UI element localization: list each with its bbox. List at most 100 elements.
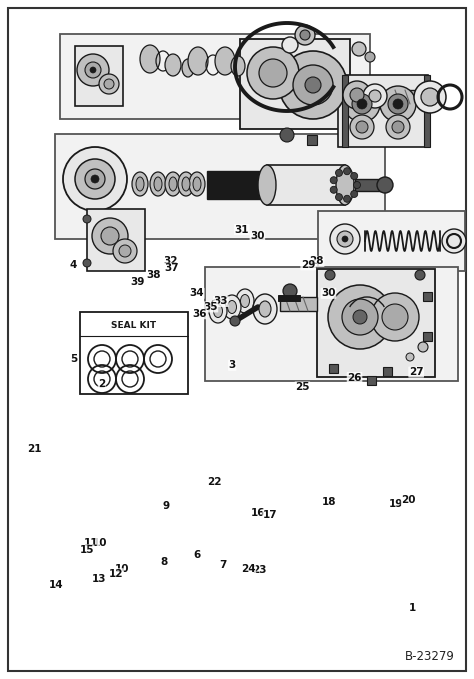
Text: B-23279: B-23279 xyxy=(405,650,455,663)
Circle shape xyxy=(393,99,403,109)
Ellipse shape xyxy=(165,172,181,196)
Text: 35: 35 xyxy=(203,302,218,312)
Ellipse shape xyxy=(150,172,166,196)
Ellipse shape xyxy=(136,177,144,191)
Circle shape xyxy=(421,88,439,106)
Text: 10: 10 xyxy=(115,564,129,574)
Polygon shape xyxy=(55,134,385,239)
Ellipse shape xyxy=(154,177,162,191)
Circle shape xyxy=(350,88,364,102)
Circle shape xyxy=(99,74,119,94)
Text: 30: 30 xyxy=(250,232,264,241)
Circle shape xyxy=(92,218,128,254)
Bar xyxy=(207,171,267,199)
Text: 1: 1 xyxy=(409,603,416,612)
Circle shape xyxy=(371,293,419,341)
Circle shape xyxy=(259,59,287,87)
Text: 15: 15 xyxy=(80,545,94,555)
Ellipse shape xyxy=(165,54,181,76)
Circle shape xyxy=(119,245,131,257)
Circle shape xyxy=(342,236,348,242)
Circle shape xyxy=(369,90,381,102)
Bar xyxy=(383,367,392,376)
Circle shape xyxy=(350,115,374,139)
Bar xyxy=(278,295,300,301)
Ellipse shape xyxy=(182,59,194,77)
Circle shape xyxy=(330,186,337,194)
Circle shape xyxy=(336,169,343,177)
Text: 36: 36 xyxy=(192,309,206,318)
Text: 9: 9 xyxy=(162,501,170,511)
Polygon shape xyxy=(318,211,465,271)
Ellipse shape xyxy=(132,172,148,196)
Text: 3: 3 xyxy=(228,361,236,370)
Text: 30: 30 xyxy=(321,289,336,298)
Text: 25: 25 xyxy=(295,382,310,392)
Text: 34: 34 xyxy=(190,289,204,298)
Ellipse shape xyxy=(253,294,277,324)
Circle shape xyxy=(354,181,361,189)
Text: 14: 14 xyxy=(49,581,63,590)
Text: SEAL KIT: SEAL KIT xyxy=(111,321,156,331)
Ellipse shape xyxy=(178,172,194,196)
Ellipse shape xyxy=(223,295,241,319)
Circle shape xyxy=(377,177,393,193)
Bar xyxy=(267,165,345,205)
Circle shape xyxy=(101,227,119,245)
Text: 28: 28 xyxy=(310,257,324,266)
Text: 32: 32 xyxy=(164,257,178,266)
Ellipse shape xyxy=(240,295,249,308)
Text: 8: 8 xyxy=(160,557,167,567)
Bar xyxy=(280,297,317,311)
Circle shape xyxy=(351,191,358,198)
Circle shape xyxy=(357,99,367,109)
Circle shape xyxy=(305,77,321,93)
Bar xyxy=(329,364,338,373)
Ellipse shape xyxy=(209,299,227,323)
Text: 20: 20 xyxy=(401,495,416,504)
Bar xyxy=(317,269,435,377)
Circle shape xyxy=(293,65,333,105)
Ellipse shape xyxy=(258,165,276,205)
Circle shape xyxy=(415,270,425,280)
Circle shape xyxy=(365,52,375,62)
Ellipse shape xyxy=(213,304,222,318)
Circle shape xyxy=(83,215,91,223)
Circle shape xyxy=(337,231,353,247)
Bar xyxy=(307,135,317,145)
Text: 11: 11 xyxy=(84,538,99,548)
Text: 10: 10 xyxy=(93,538,108,548)
Circle shape xyxy=(382,304,408,330)
Text: 33: 33 xyxy=(214,297,228,306)
Bar xyxy=(75,46,123,106)
Circle shape xyxy=(325,270,335,280)
Circle shape xyxy=(104,79,114,89)
Ellipse shape xyxy=(189,172,205,196)
Bar xyxy=(423,292,432,301)
Text: 23: 23 xyxy=(253,566,267,575)
Text: 29: 29 xyxy=(301,260,315,270)
Circle shape xyxy=(279,51,347,119)
Text: 31: 31 xyxy=(235,225,249,234)
Bar xyxy=(355,179,385,191)
Circle shape xyxy=(344,168,351,175)
Circle shape xyxy=(91,175,99,183)
Circle shape xyxy=(85,169,105,189)
Ellipse shape xyxy=(231,56,245,76)
Ellipse shape xyxy=(228,301,237,314)
Circle shape xyxy=(63,147,127,211)
Circle shape xyxy=(363,84,387,108)
Ellipse shape xyxy=(236,289,254,313)
Circle shape xyxy=(330,224,360,254)
Bar xyxy=(342,75,348,147)
Text: 16: 16 xyxy=(251,509,265,518)
Circle shape xyxy=(442,229,466,253)
Circle shape xyxy=(328,285,392,349)
Bar xyxy=(367,376,376,385)
Circle shape xyxy=(344,86,380,122)
Text: 27: 27 xyxy=(409,367,423,377)
Ellipse shape xyxy=(182,177,190,191)
Circle shape xyxy=(90,67,96,73)
Bar xyxy=(423,332,432,341)
Circle shape xyxy=(230,316,240,326)
